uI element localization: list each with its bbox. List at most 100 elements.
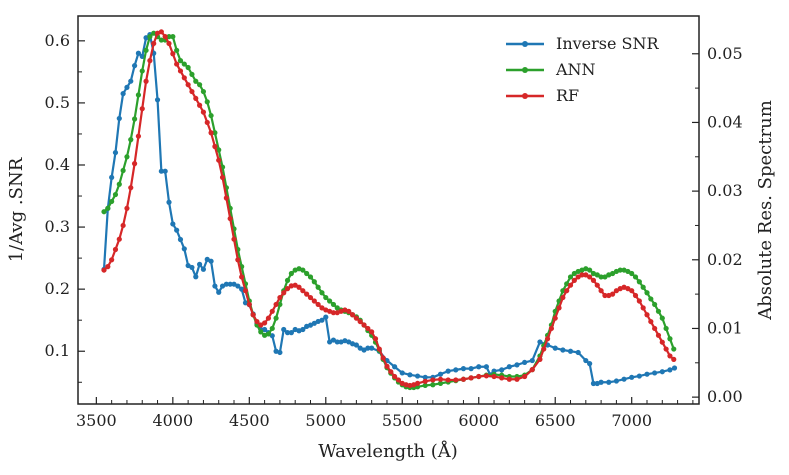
data-point-inverse-snr: [135, 50, 142, 56]
data-point-inverse-snr: [174, 227, 180, 233]
data-point-rf: [644, 312, 650, 318]
data-point-ann: [273, 315, 279, 321]
data-point-inverse-snr: [281, 326, 287, 333]
data-point-inverse-snr: [197, 261, 203, 267]
data-point-ann: [101, 209, 107, 215]
data-point-rf: [307, 294, 314, 301]
data-point-inverse-snr: [407, 372, 413, 378]
data-point-ann: [216, 147, 222, 153]
data-point-ann: [632, 274, 639, 280]
data-point-rf: [284, 286, 291, 292]
data-point-inverse-snr: [116, 115, 122, 122]
data-point-ann: [124, 154, 130, 160]
data-point-ann: [258, 329, 264, 335]
data-point-rf: [277, 294, 283, 301]
data-point-inverse-snr: [583, 357, 589, 364]
data-point-inverse-snr: [587, 361, 593, 367]
data-point-inverse-snr: [216, 289, 222, 295]
series-layer: [101, 29, 678, 391]
data-point-inverse-snr: [131, 63, 138, 69]
data-point-ann: [166, 34, 172, 40]
data-point-rf: [124, 205, 130, 211]
data-point-inverse-snr: [644, 371, 650, 377]
data-point-rf: [265, 315, 272, 321]
left-y-tick-label: 0.5: [45, 93, 70, 112]
data-point-inverse-snr: [200, 266, 207, 272]
data-point-ann: [319, 290, 325, 296]
data-point-ann: [567, 274, 574, 280]
data-point-rf: [430, 377, 436, 383]
x-tick-label: 4500: [229, 411, 270, 430]
right-y-tick-label: 0.05: [707, 44, 743, 63]
data-point-inverse-snr: [437, 371, 444, 377]
data-point-rf: [273, 301, 279, 308]
data-point-rf: [590, 277, 597, 283]
data-point-rf: [476, 373, 482, 380]
data-point-ann: [334, 305, 340, 311]
data-point-rf: [219, 174, 226, 180]
data-point-ann: [177, 58, 184, 64]
left-y-tick-label: 0.6: [45, 31, 70, 50]
data-point-ann: [265, 331, 272, 337]
data-point-inverse-snr: [392, 364, 398, 370]
x-tick-label: 6500: [535, 411, 576, 430]
data-point-ann: [212, 130, 218, 136]
data-point-rf: [223, 195, 229, 201]
data-point-rf: [407, 382, 413, 389]
data-point-rf: [147, 58, 153, 64]
data-point-ann: [197, 82, 203, 88]
data-point-rf: [541, 346, 547, 352]
data-point-inverse-snr: [334, 339, 340, 345]
data-point-rf: [189, 88, 195, 95]
data-point-ann: [269, 325, 275, 332]
data-point-inverse-snr: [629, 374, 635, 380]
data-point-rf: [330, 310, 337, 316]
data-point-inverse-snr: [671, 365, 678, 371]
data-point-rf: [609, 291, 616, 297]
legend-label: RF: [556, 86, 579, 105]
data-point-ann: [307, 274, 314, 280]
data-point-rf: [414, 380, 421, 386]
data-point-rf: [112, 246, 119, 253]
data-point-inverse-snr: [277, 349, 283, 356]
left-y-tick-label: 0.2: [45, 279, 70, 298]
data-point-inverse-snr: [422, 374, 428, 380]
right-y-tick-label: 0.03: [707, 181, 743, 200]
data-point-inverse-snr: [227, 281, 233, 287]
data-point-rf: [131, 161, 138, 167]
data-point-ann: [655, 308, 662, 314]
data-point-inverse-snr: [369, 345, 375, 351]
data-point-rf: [372, 336, 379, 342]
data-point-inverse-snr: [499, 367, 505, 373]
data-point-rf: [200, 109, 207, 115]
plot-frame: [77, 15, 700, 405]
data-point-rf: [143, 78, 149, 84]
data-point-inverse-snr: [262, 326, 268, 333]
x-tick-label: 7000: [611, 411, 652, 430]
data-point-inverse-snr: [414, 373, 421, 379]
data-point-rf: [315, 301, 321, 308]
data-point-rf: [671, 356, 677, 362]
data-point-rf: [288, 283, 294, 289]
data-point-rf: [652, 325, 658, 332]
data-point-ann: [437, 380, 444, 386]
data-point-rf: [514, 376, 520, 382]
right-y-axis-label: Absolute Res. Spectrum: [755, 100, 776, 321]
data-point-ann: [288, 270, 294, 277]
data-point-ann: [105, 205, 111, 211]
data-point-inverse-snr: [552, 345, 558, 351]
data-point-inverse-snr: [193, 274, 199, 280]
data-point-ann: [422, 382, 428, 389]
data-point-ann: [667, 336, 673, 342]
data-point-rf: [522, 373, 528, 380]
data-point-inverse-snr: [223, 281, 229, 287]
legend-marker: [522, 93, 528, 99]
data-point-inverse-snr: [139, 53, 145, 59]
data-point-ann: [663, 325, 669, 332]
data-point-rf: [437, 376, 444, 382]
data-point-rf: [491, 373, 497, 380]
data-point-ann: [617, 267, 623, 273]
data-point-ann: [189, 71, 195, 77]
data-point-rf: [575, 274, 581, 280]
data-point-rf: [120, 222, 126, 229]
